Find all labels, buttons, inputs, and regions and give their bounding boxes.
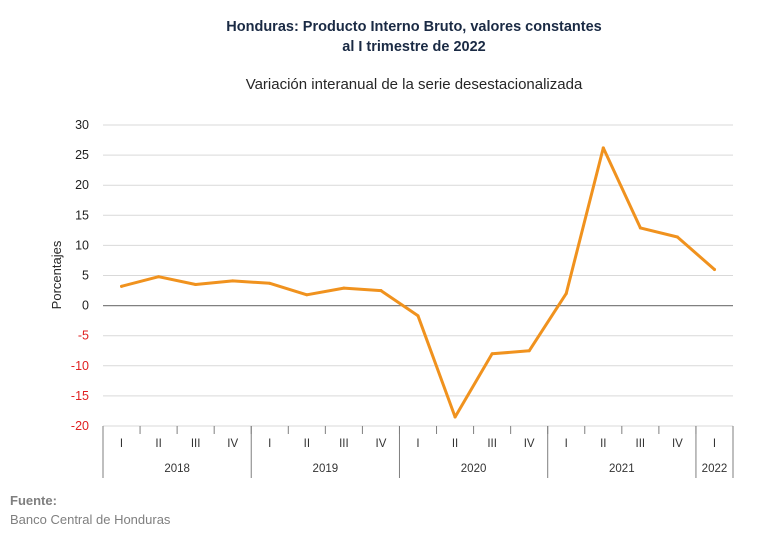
x-tick-label-quarter: IV	[227, 438, 238, 450]
x-tick-label-quarter: I	[268, 438, 271, 450]
data-point	[675, 235, 679, 239]
data-point	[305, 293, 309, 297]
x-tick-label-quarter: I	[416, 438, 419, 450]
y-tick-label: 0	[82, 299, 89, 313]
y-tick-label: 20	[75, 178, 89, 192]
series-line	[120, 146, 716, 419]
x-tick-label-quarter: III	[487, 438, 497, 450]
chart-title-line1: Honduras: Producto Interno Bruto, valore…	[226, 19, 601, 35]
x-tick-label-quarter: II	[452, 438, 458, 450]
x-tick-label-quarter: IV	[524, 438, 535, 450]
series-line-group	[120, 146, 716, 419]
data-point	[638, 226, 642, 230]
x-tick-label-quarter: IV	[672, 438, 683, 450]
y-tick-label: -10	[71, 359, 89, 373]
data-point	[527, 349, 531, 353]
x-tick-label-quarter: I	[120, 438, 123, 450]
data-point	[712, 267, 716, 271]
x-tick-label-year: 2019	[313, 463, 339, 475]
data-point	[194, 283, 198, 287]
y-tick-label: 15	[75, 208, 89, 222]
x-tick-label-quarter: III	[339, 438, 349, 450]
x-tick-label-year: 2020	[461, 463, 487, 475]
data-point	[268, 281, 272, 285]
data-point	[342, 286, 346, 290]
y-tick-label: -5	[78, 329, 89, 343]
x-tick-label-year: 2022	[702, 463, 728, 475]
data-point	[453, 415, 457, 419]
data-point	[490, 352, 494, 356]
source-label: Fuente:	[10, 493, 57, 508]
data-point	[379, 289, 383, 293]
chart-subtitle: Variación interanual de la serie desesta…	[246, 76, 583, 93]
data-point	[416, 314, 420, 318]
source-text: Banco Central de Honduras	[10, 512, 171, 527]
x-tick-label-quarter: I	[565, 438, 568, 450]
x-tick-label-year: 2021	[609, 463, 635, 475]
x-tick-label-quarter: I	[713, 438, 716, 450]
x-tick-label-quarter: II	[600, 438, 606, 450]
source-note: Fuente: Banco Central de Honduras	[10, 491, 170, 529]
x-tick-label-quarter: III	[636, 438, 646, 450]
x-tick-label-quarter: II	[304, 438, 310, 450]
x-tick-label-quarter: IV	[376, 438, 387, 450]
data-point	[601, 146, 605, 150]
y-tick-label: 30	[75, 118, 89, 132]
y-axis-label: Porcentajes	[49, 240, 64, 309]
x-tick-label-quarter: II	[155, 438, 161, 450]
y-tick-label: -15	[71, 389, 89, 403]
y-tick-label: -20	[71, 419, 89, 433]
x-tick-label-year: 2018	[164, 463, 190, 475]
y-tick-label: 10	[75, 238, 89, 252]
y-axis-ticks: 30 25 20 15 10 5 0 -5 -10 -15 -20	[71, 118, 89, 433]
y-tick-label: 5	[82, 269, 89, 283]
x-tick-label-quarter: III	[191, 438, 201, 450]
data-point	[231, 279, 235, 283]
chart-title-line2: al I trimestre de 2022	[342, 39, 485, 55]
gridlines	[103, 124, 733, 427]
line-chart: Honduras: Producto Interno Bruto, valore…	[49, 19, 734, 478]
data-point	[157, 275, 161, 279]
data-point	[120, 284, 124, 288]
data-point	[564, 292, 568, 296]
y-tick-label: 25	[75, 148, 89, 162]
